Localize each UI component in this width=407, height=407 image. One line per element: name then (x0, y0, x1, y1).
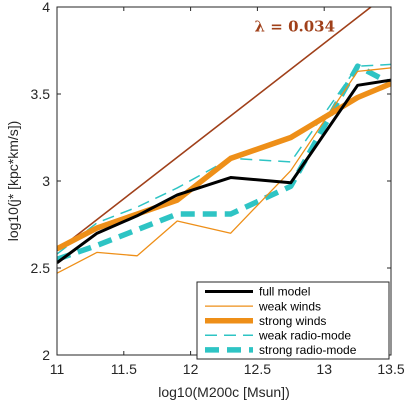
y-tick-label: 3 (42, 173, 50, 189)
x-tick-label: 13 (316, 361, 332, 377)
y-tick-label: 4 (42, 0, 50, 15)
legend-label-strong-winds: strong winds (259, 314, 326, 328)
x-tick-label: 12.5 (244, 361, 271, 377)
lambda-annotation: λ = 0.034 (255, 17, 336, 35)
x-axis-label: log10(M200c [Msun]) (158, 384, 290, 400)
y-tick-label: 2 (42, 347, 50, 363)
series-line-strong-radio-mode (57, 63, 391, 262)
x-axis-label-text: log10(M200c [Msun]) (158, 384, 290, 400)
reference-line (57, 7, 372, 252)
y-ticks: 2 2.5 3 3.5 4 (31, 0, 391, 363)
x-tick-label: 11.5 (111, 361, 137, 377)
y-tick-label: 2.5 (31, 260, 51, 276)
x-tick-label: 12 (183, 361, 199, 377)
series-layer (57, 63, 391, 274)
series-line-weak-winds (57, 67, 391, 274)
x-ticks: 11 11.5 12 12.5 13 13.5 (50, 7, 405, 377)
y-axis-label-text: log10(j* [kpc*km/s]) (5, 121, 21, 242)
series-line-weak-radio-mode (57, 63, 391, 255)
legend-label-strong-radio-mode: strong radio-mode (259, 343, 357, 357)
series-line-full-model (57, 78, 391, 264)
x-tick-label: 11 (50, 361, 65, 377)
legend-label-full-model: full model (259, 285, 310, 299)
x-tick-label: 13.5 (377, 361, 404, 377)
y-tick-label: 3.5 (31, 86, 51, 102)
y-axis-label: log10(j* [kpc*km/s]) (5, 121, 21, 242)
legend-label-weak-radio-mode: weak radio-mode (258, 329, 351, 343)
legend-label-weak-winds: weak winds (258, 299, 321, 313)
reference-line-layer (57, 7, 372, 252)
